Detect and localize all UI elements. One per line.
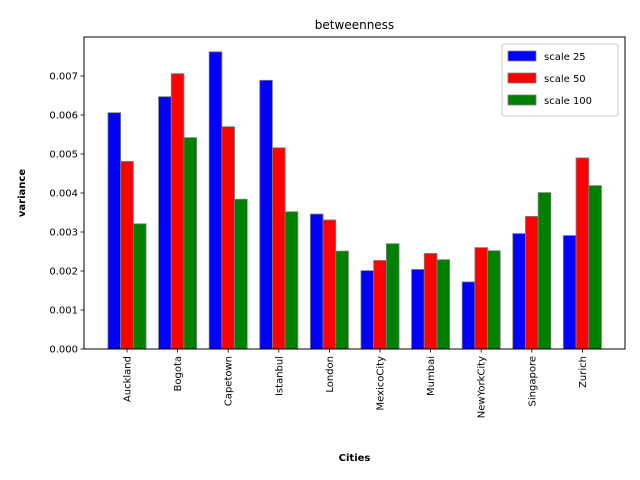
bar-scale-50-NewYorkCity (474, 247, 488, 350)
legend: scale 25 scale 50 scale 100 (501, 43, 619, 117)
bar-scale-25-London (309, 213, 324, 350)
legend-swatch (507, 72, 537, 84)
bar-scale-50-MexicoCity (373, 260, 387, 350)
bar-scale-100-NewYorkCity (487, 250, 501, 350)
bar-scale-100-Auckland (132, 223, 147, 350)
y-axis-label: variance (17, 169, 28, 217)
bar-scale-100-London (335, 250, 349, 350)
y-axis: 0.000 0.001 0.002 0.003 0.004 0.005 0.006 0.007 (49, 72, 84, 356)
bar-scale-25-NewYorkCity (461, 281, 476, 350)
bar-scale-50-Istanbul (272, 147, 286, 350)
x-tick-label: London (325, 356, 336, 393)
bar-scale-25-Zurich (562, 235, 577, 350)
x-tick-label: Singapore (527, 356, 538, 406)
bar-scale-100-Mumbai (436, 259, 451, 350)
legend-label: scale 50 (544, 74, 586, 85)
bar-scale-25-MexicoCity (360, 270, 375, 350)
bar-scale-100-Bogota (183, 137, 198, 350)
bar-scale-25-Auckland (107, 112, 122, 350)
x-tick-label: Bogota (173, 356, 184, 392)
bar-scale-25-Istanbul (259, 79, 273, 350)
x-tick-label: Capetown (224, 356, 235, 406)
chart-title: betweenness (315, 18, 394, 32)
bar-scale-50-Capetown (221, 126, 235, 350)
bar-scale-50-Singapore (525, 215, 539, 350)
bar-scale-25-Capetown (208, 51, 223, 350)
bar-scale-100-Istanbul (284, 211, 299, 350)
y-tick-label: 0.005 (49, 150, 78, 161)
x-tick-label: Zurich (578, 356, 589, 388)
bar-scale-50-Mumbai (423, 253, 438, 350)
x-tick-label: Istanbul (274, 356, 285, 396)
bar-scale-25-Bogota (158, 96, 172, 350)
legend-swatch (507, 50, 537, 62)
y-tick-label: 0.007 (49, 72, 78, 83)
x-tick-label: MexicoCity (376, 356, 387, 411)
x-tick-label: NewYorkCity (477, 356, 488, 418)
y-tick-label: 0.000 (49, 345, 78, 356)
y-tick-label: 0.002 (49, 267, 78, 278)
x-axis: Auckland Bogota Capetown Istanbul London Mexi… (123, 349, 589, 418)
bar-scale-100-Singapore (537, 192, 552, 350)
bar-scale-50-Zurich (575, 157, 590, 350)
y-tick-label: 0.001 (49, 306, 78, 317)
y-tick-label: 0.004 (49, 189, 78, 200)
legend-swatch (507, 94, 537, 106)
bar-scale-50-Auckland (120, 161, 134, 350)
bar-scale-25-Singapore (512, 233, 526, 350)
x-tick-label: Mumbai (426, 356, 437, 396)
bar-scale-100-MexicoCity (385, 243, 400, 350)
legend-label: scale 100 (544, 96, 592, 107)
bar-scale-100-Capetown (234, 198, 248, 350)
x-tick-label: Auckland (123, 356, 134, 402)
bar-scale-25-Mumbai (411, 269, 425, 350)
y-tick-label: 0.006 (49, 111, 78, 122)
bars-layer (107, 51, 602, 350)
y-tick-label: 0.003 (49, 228, 78, 239)
bar-scale-100-Zurich (588, 185, 602, 350)
bar-scale-50-Bogota (170, 73, 185, 350)
legend-label: scale 25 (544, 52, 586, 63)
bar-scale-50-London (322, 219, 337, 350)
x-axis-label: Cities (339, 453, 371, 464)
